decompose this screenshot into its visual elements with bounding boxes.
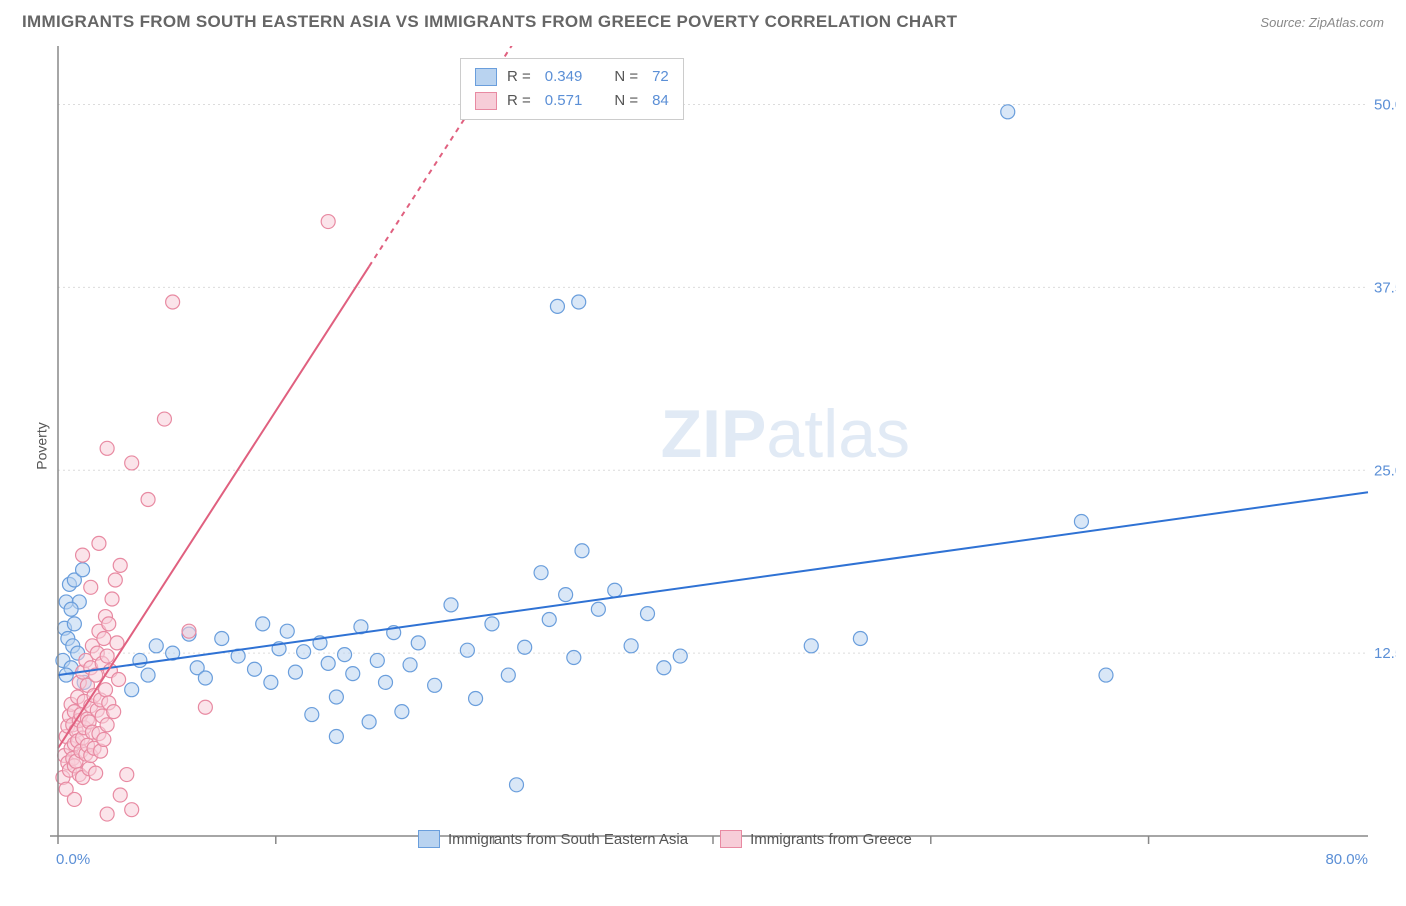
chart-header: IMMIGRANTS FROM SOUTH EASTERN ASIA VS IM… — [0, 0, 1406, 40]
legend-n-value: 84 — [652, 89, 669, 113]
legend-n-label: N = — [614, 89, 638, 113]
legend-swatch — [475, 68, 497, 86]
legend-n-label: N = — [614, 65, 638, 89]
legend-r-label: R = — [507, 65, 531, 89]
legend-r-value: 0.349 — [545, 65, 583, 89]
svg-text:37.5%: 37.5% — [1374, 279, 1396, 296]
legend-r-value: 0.571 — [545, 89, 583, 113]
svg-text:0.0%: 0.0% — [56, 851, 90, 868]
scatter-chart: 12.5% 25.0% 37.5% 50.0% ZIPatlas 0.0% 80.0% — [46, 46, 1396, 906]
stats-legend-row: R = 0.571 N = 84 — [475, 89, 669, 113]
stats-legend-row: R = 0.349 N = 72 — [475, 65, 669, 89]
svg-text:80.0%: 80.0% — [1325, 851, 1368, 868]
legend-n-value: 72 — [652, 65, 669, 89]
series-name: Immigrants from Greece — [750, 831, 912, 848]
legend-swatch — [720, 830, 742, 848]
svg-text:ZIPatlas: ZIPatlas — [661, 396, 910, 472]
series-name: Immigrants from South Eastern Asia — [448, 831, 688, 848]
source-credit: Source: ZipAtlas.com — [1260, 15, 1384, 30]
series-legend-item: Immigrants from Greece — [720, 830, 912, 848]
legend-swatch — [475, 92, 497, 110]
legend-r-label: R = — [507, 89, 531, 113]
legend-swatch — [418, 830, 440, 848]
svg-text:25.0%: 25.0% — [1374, 462, 1396, 479]
svg-text:12.5%: 12.5% — [1374, 645, 1396, 662]
chart-title: IMMIGRANTS FROM SOUTH EASTERN ASIA VS IM… — [22, 12, 957, 32]
source-label: Source: — [1260, 15, 1305, 30]
source-link[interactable]: ZipAtlas.com — [1309, 15, 1384, 30]
svg-text:50.0%: 50.0% — [1374, 97, 1396, 114]
series-legend-item: Immigrants from South Eastern Asia — [418, 830, 688, 848]
stats-legend: R = 0.349 N = 72 R = 0.571 N = 84 — [460, 58, 684, 120]
chart-area: 12.5% 25.0% 37.5% 50.0% ZIPatlas 0.0% 80.0% — [46, 46, 1396, 882]
series-legend: Immigrants from South Eastern Asia Immigr… — [418, 830, 912, 848]
